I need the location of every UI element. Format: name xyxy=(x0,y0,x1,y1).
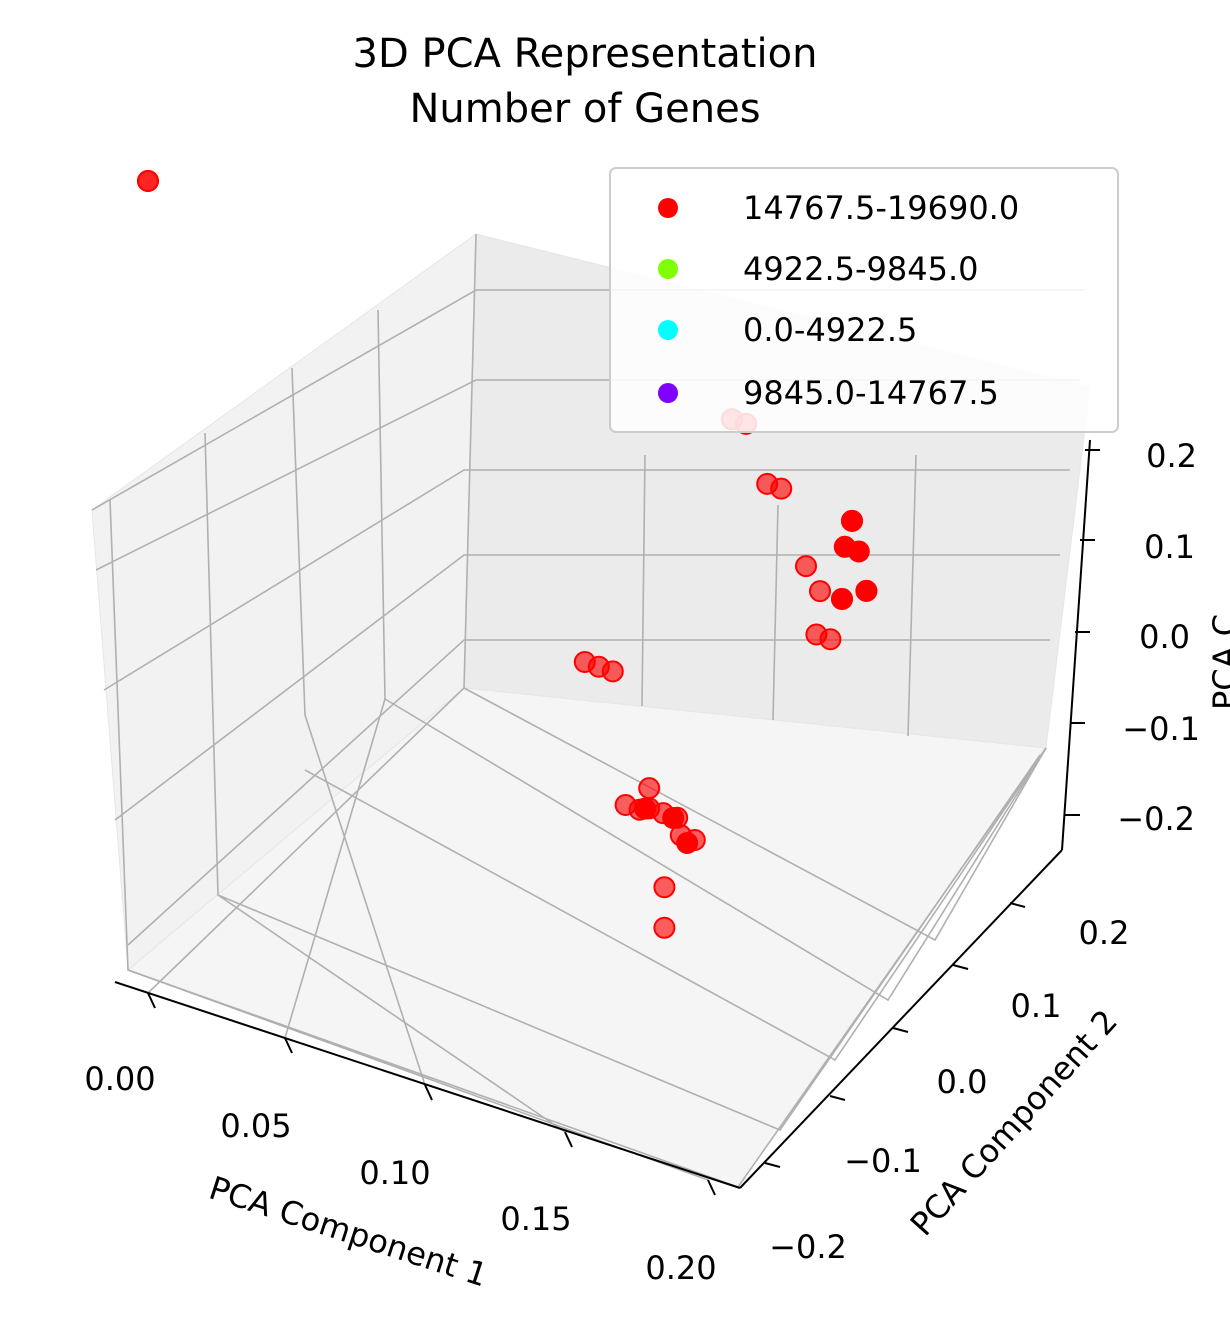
y-tick-1 xyxy=(829,1095,846,1101)
data-point xyxy=(831,588,853,610)
chart-title-line-1: 3D PCA Representation xyxy=(353,31,818,77)
chart-title-line-2: Number of Genes xyxy=(409,86,760,132)
data-point xyxy=(653,916,676,939)
grid-z-2 xyxy=(103,469,1070,691)
data-point xyxy=(855,579,878,602)
x-tick-label-4: 0.20 xyxy=(645,1249,716,1287)
data-point xyxy=(638,777,661,800)
axis-lines xyxy=(114,439,1091,1189)
x-tick-1 xyxy=(284,1037,293,1054)
legend-label-2: 0.0-4922.5 xyxy=(743,311,917,349)
data-point xyxy=(683,829,706,851)
data-point xyxy=(666,806,689,829)
tick-marks xyxy=(147,449,1100,1196)
legend-marker-2 xyxy=(658,320,678,340)
data-point xyxy=(653,876,676,899)
x-tick-labels: 0.00 0.05 0.10 0.15 0.20 xyxy=(84,1060,716,1287)
grid-z-0 xyxy=(127,639,1050,946)
y-tick-label-3: 0.1 xyxy=(1011,987,1062,1025)
z-tick-label-2: 0.0 xyxy=(1139,618,1190,656)
x-tick-label-1: 0.05 xyxy=(220,1107,291,1145)
y-tick-label-1: −0.1 xyxy=(844,1142,922,1180)
legend-box xyxy=(609,167,1119,433)
y-tick-label-0: −0.2 xyxy=(769,1228,847,1266)
x-tick-label-3: 0.15 xyxy=(500,1200,571,1238)
x-axis-label: PCA Component 1 xyxy=(205,1169,493,1295)
data-point xyxy=(819,628,842,651)
x-tick-label-0: 0.00 xyxy=(84,1060,155,1098)
data-point xyxy=(770,477,793,500)
z-tick-labels: −0.2 −0.1 0.0 0.1 0.2 xyxy=(1117,437,1200,838)
data-point xyxy=(601,660,624,683)
grid-y-2 xyxy=(304,747,1047,1062)
y-axis-label: PCA Component 2 xyxy=(903,1002,1125,1243)
y-tick-label-4: 0.2 xyxy=(1079,914,1130,952)
legend: 14767.5-19690.0 4922.5-9845.0 0.0-4922.5… xyxy=(609,167,1119,433)
x-axis-line xyxy=(114,981,741,1189)
z-tick-label-4: 0.2 xyxy=(1146,437,1197,475)
data-point xyxy=(795,555,817,578)
grid-y-5 xyxy=(641,454,646,707)
y-tick-label-2: 0.0 xyxy=(937,1063,988,1101)
z-tick-label-0: −0.2 xyxy=(1117,800,1195,838)
legend-label-0: 14767.5-19690.0 xyxy=(743,189,1019,227)
y-tick-0 xyxy=(764,1162,781,1168)
grid-y-3 xyxy=(384,698,1047,1002)
x-tick-2 xyxy=(424,1084,433,1101)
data-point xyxy=(809,580,831,603)
y-tick-4 xyxy=(1009,902,1026,908)
legend-marker-3 xyxy=(658,383,678,403)
x-tick-0 xyxy=(147,992,156,1009)
z-tick-label-3: 0.1 xyxy=(1144,528,1195,566)
grid-y-4 xyxy=(463,687,1047,942)
legend-label-1: 4922.5-9845.0 xyxy=(743,250,978,288)
legend-marker-1 xyxy=(658,259,678,279)
data-point xyxy=(137,170,159,192)
z-axis-label: PCA C xyxy=(1206,614,1230,710)
y-tick-labels: −0.2 −0.1 0.0 0.1 0.2 xyxy=(769,914,1129,1266)
y-tick-2 xyxy=(892,1027,909,1033)
legend-label-3: 9845.0-14767.5 xyxy=(743,374,999,412)
z-axis-line xyxy=(1061,439,1091,851)
y-tick-3 xyxy=(952,964,969,970)
z-tick-label-1: −0.1 xyxy=(1122,710,1200,748)
data-point xyxy=(847,540,870,563)
x-tick-4 xyxy=(707,1179,716,1196)
legend-marker-0 xyxy=(658,198,678,218)
x-tick-3 xyxy=(564,1131,573,1148)
data-point xyxy=(841,509,863,532)
grid-x-2 xyxy=(291,367,426,1086)
grid-y-7 xyxy=(907,454,917,737)
x-tick-label-2: 0.10 xyxy=(359,1154,430,1192)
grid-y-1 xyxy=(217,754,1041,1131)
y-axis-line xyxy=(739,849,1063,1189)
grid-y-6 xyxy=(772,504,779,721)
